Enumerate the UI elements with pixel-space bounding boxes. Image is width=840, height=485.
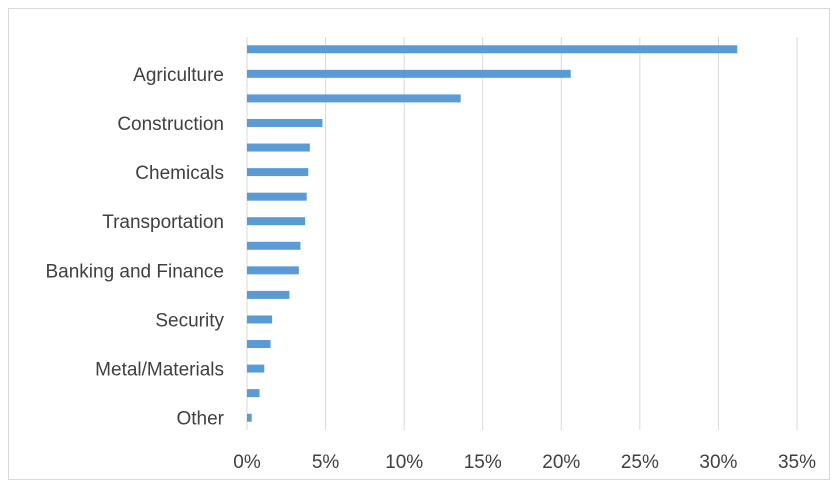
x-tick-label: 20% xyxy=(542,452,580,473)
x-tick-label: 35% xyxy=(778,452,816,473)
bar xyxy=(247,413,252,422)
category-label: Chemicals xyxy=(135,163,224,184)
bar xyxy=(247,168,309,177)
bar xyxy=(247,315,273,324)
category-label: Banking and Finance xyxy=(45,261,224,282)
x-tick-labels: 0% 5% 10% 15% 20% 25% 30% 35% xyxy=(233,452,816,473)
category-label: Agriculture xyxy=(133,65,224,86)
category-label: Security xyxy=(155,310,224,331)
category-label: Construction xyxy=(117,114,224,135)
chart-frame xyxy=(8,8,830,480)
x-tick-label: 25% xyxy=(621,452,659,473)
bar xyxy=(247,364,265,373)
bar xyxy=(247,217,306,226)
bar xyxy=(247,389,260,398)
bars xyxy=(247,45,738,422)
bar xyxy=(247,290,290,299)
category-label: Other xyxy=(176,409,224,430)
bar xyxy=(247,45,738,54)
category-label: Metal/Materials xyxy=(95,360,224,381)
bar xyxy=(247,241,301,250)
x-tick-label: 15% xyxy=(464,452,502,473)
bar xyxy=(247,118,323,127)
bar xyxy=(247,340,271,349)
bar xyxy=(247,266,299,275)
bar xyxy=(247,94,461,103)
x-tick-label: 10% xyxy=(385,452,423,473)
x-tick-label: 5% xyxy=(312,452,340,473)
bar xyxy=(247,69,571,78)
x-tick-label: 0% xyxy=(233,452,261,473)
bar xyxy=(247,143,310,152)
x-tick-label: 30% xyxy=(699,452,737,473)
bar xyxy=(247,192,307,201)
category-labels: Agriculture Construction Chemicals Transpor… xyxy=(45,65,224,430)
category-label: Transportation xyxy=(102,212,224,233)
gridlines xyxy=(246,37,798,430)
